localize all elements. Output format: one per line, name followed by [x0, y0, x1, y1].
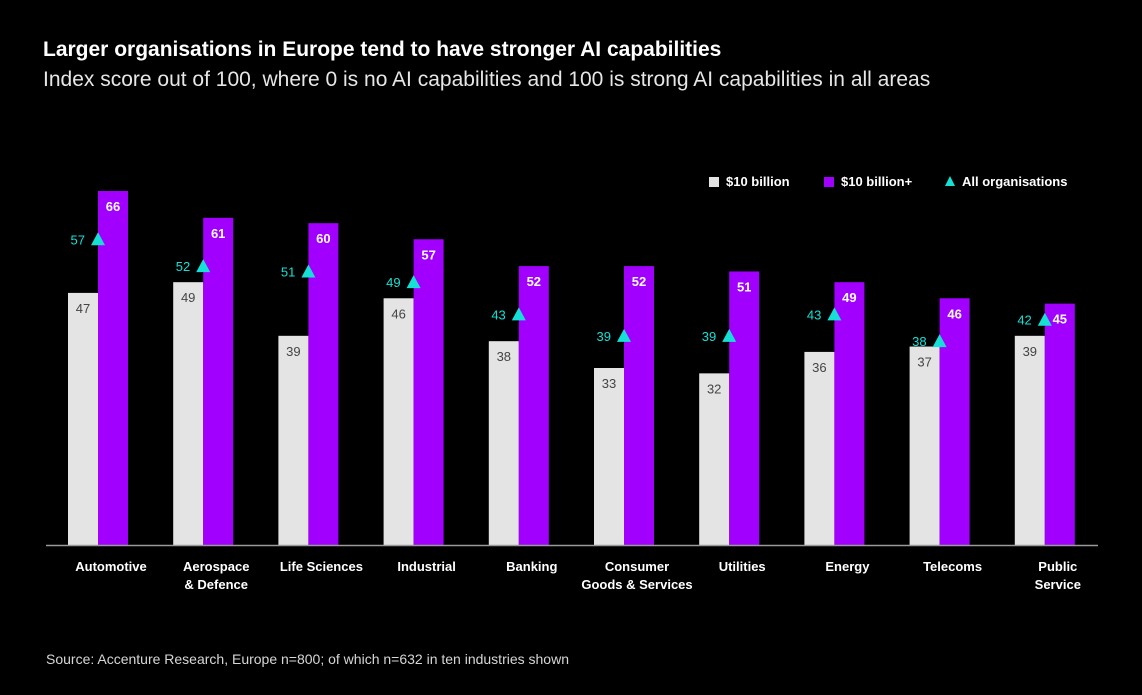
- marker-all: [932, 334, 947, 348]
- bar-large: [413, 239, 444, 546]
- data-label-all: 38: [912, 334, 926, 349]
- data-label-large: 49: [842, 290, 856, 305]
- category-label: Automotive: [75, 559, 147, 574]
- source-note: Source: Accenture Research, Europe n=800…: [46, 651, 569, 667]
- data-label-small: 39: [1023, 344, 1037, 359]
- bar-large: [834, 282, 865, 545]
- data-label-large: 60: [316, 231, 330, 246]
- chart-subtitle: Index score out of 100, where 0 is no AI…: [43, 68, 931, 91]
- data-label-small: 47: [76, 301, 90, 316]
- bar-large: [518, 266, 549, 545]
- bar-large: [203, 217, 234, 545]
- marker-all: [196, 259, 211, 273]
- marker-all: [301, 264, 316, 278]
- bar-small: [1014, 335, 1045, 545]
- bar-small: [278, 335, 309, 545]
- legend-swatch-small: [709, 177, 719, 187]
- data-label-small: 49: [181, 290, 195, 305]
- category-label: Goods & Services: [581, 577, 692, 592]
- data-label-all: 39: [597, 329, 611, 344]
- bar-large: [624, 266, 654, 545]
- marker-all: [511, 307, 526, 321]
- data-label-all: 51: [281, 264, 295, 279]
- legend-item-all: All organisations: [945, 174, 1067, 189]
- bar-small: [804, 351, 835, 545]
- category-label: Utilities: [719, 559, 766, 574]
- data-label-all: 42: [1017, 313, 1031, 328]
- data-label-large: 45: [1053, 312, 1067, 327]
- category-label: Public: [1038, 559, 1077, 574]
- bar-small: [909, 346, 940, 545]
- bar-small: [383, 298, 414, 545]
- marker-all: [91, 232, 105, 246]
- legend-label-all: All organisations: [962, 174, 1068, 189]
- data-label-small: 33: [602, 376, 616, 391]
- data-label-small: 36: [812, 360, 826, 375]
- legend-item-small: $10 billion: [709, 174, 790, 189]
- data-label-all: 43: [807, 307, 821, 322]
- bar-large: [308, 223, 339, 545]
- data-label-large: 66: [106, 199, 120, 214]
- data-label-all: 52: [176, 259, 190, 274]
- category-label: Telecoms: [923, 559, 982, 574]
- marker-all: [827, 307, 842, 321]
- category-label: Energy: [825, 559, 870, 574]
- category-label: Industrial: [397, 559, 456, 574]
- category-label: Life Sciences: [280, 559, 363, 574]
- data-label-all: 43: [491, 307, 505, 322]
- data-label-all: 49: [386, 275, 400, 290]
- bar-small: [488, 341, 519, 545]
- data-label-small: 32: [707, 381, 721, 396]
- category-label: & Defence: [184, 577, 248, 592]
- legend-swatch-large: [824, 177, 834, 187]
- bar-small: [699, 373, 730, 545]
- category-label: Aerospace: [183, 559, 249, 574]
- marker-all: [617, 328, 631, 342]
- data-label-all: 57: [71, 232, 85, 247]
- marker-all: [406, 275, 421, 289]
- data-label-small: 38: [497, 349, 511, 364]
- data-label-small: 37: [917, 355, 931, 370]
- bar-large: [729, 271, 760, 545]
- category-label: Service: [1035, 577, 1081, 592]
- data-label-large: 46: [947, 306, 961, 321]
- data-label-large: 51: [737, 279, 751, 294]
- category-label: Banking: [506, 559, 557, 574]
- legend-label-large: $10 billion+: [841, 174, 913, 189]
- legend-triangle-icon: [945, 176, 955, 186]
- legend-item-large: $10 billion+: [824, 174, 912, 189]
- category-label: Consumer: [605, 559, 669, 574]
- bar-large: [1044, 303, 1075, 545]
- data-label-large: 52: [632, 274, 646, 289]
- bar-large: [98, 191, 128, 545]
- data-label-small: 46: [391, 306, 405, 321]
- bar-large: [939, 298, 970, 545]
- bar-small: [594, 368, 624, 545]
- data-label-large: 57: [421, 247, 435, 262]
- marker-all: [722, 328, 737, 342]
- chart-title: Larger organisations in Europe tend to h…: [43, 38, 722, 61]
- data-label-large: 61: [211, 226, 225, 241]
- data-label-all: 39: [702, 329, 716, 344]
- data-label-small: 39: [286, 344, 300, 359]
- marker-all: [1037, 312, 1052, 326]
- bar-small: [68, 292, 98, 545]
- legend-label-small: $10 billion: [726, 174, 790, 189]
- data-label-large: 52: [527, 274, 541, 289]
- bar-small: [173, 282, 204, 545]
